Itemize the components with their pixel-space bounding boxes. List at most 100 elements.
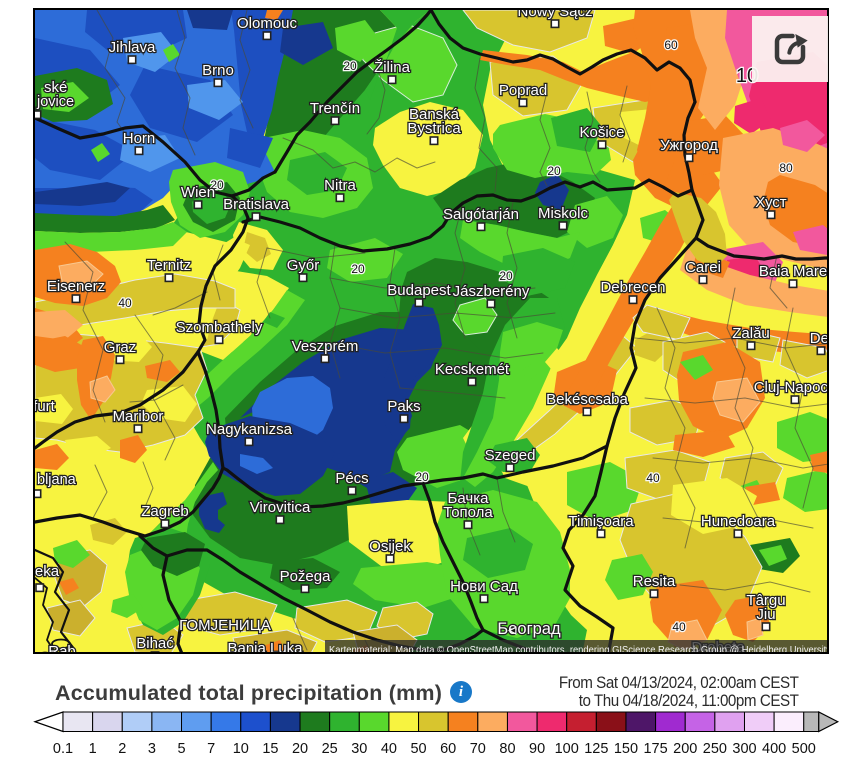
svg-text:Požega: Požega [280,568,332,585]
svg-text:Zalău: Zalău [732,325,770,342]
svg-text:5: 5 [177,741,185,757]
svg-text:Топола: Топола [443,504,493,521]
svg-text:Žilina: Žilina [374,59,411,76]
svg-text:Bratislava: Bratislava [223,196,290,213]
svg-text:Târgu: Târgu [746,592,785,609]
svg-text:7: 7 [207,741,215,757]
svg-text:Virovitica: Virovitica [250,499,311,516]
svg-text:2: 2 [118,741,126,757]
svg-text:Baia Mare: Baia Mare [759,263,827,280]
svg-text:Graz: Graz [104,339,137,356]
svg-text:ГОМЈЕНИЦА: ГОМЈЕНИЦА [179,617,271,634]
svg-text:Szeged: Szeged [485,447,536,464]
svg-text:Banja Luka: Banja Luka [227,640,303,654]
svg-text:jovice: jovice [36,94,74,110]
svg-text:1: 1 [89,741,97,757]
svg-text:Brno: Brno [202,62,234,79]
svg-text:Хуст: Хуст [755,194,787,211]
svg-text:250: 250 [703,741,727,757]
svg-text:125: 125 [584,741,608,757]
svg-text:Banská: Banská [409,106,460,123]
svg-text:20: 20 [415,470,429,484]
svg-text:40: 40 [646,471,660,485]
svg-text:Pécs: Pécs [335,470,368,487]
svg-text:Бачка: Бачка [448,490,490,507]
svg-text:Bystrica: Bystrica [407,120,461,137]
svg-text:500: 500 [792,741,816,757]
svg-text:40: 40 [381,741,397,757]
svg-text:150: 150 [614,741,638,757]
svg-text:0.1: 0.1 [53,741,73,757]
svg-text:90: 90 [529,741,545,757]
svg-text:20: 20 [351,262,365,276]
svg-text:furt: furt [35,398,56,415]
svg-text:Trenčín: Trenčín [310,100,360,117]
svg-text:Budapest: Budapest [387,282,451,299]
svg-text:Jihlava: Jihlava [109,39,156,56]
svg-text:20: 20 [292,741,308,757]
svg-text:25: 25 [322,741,338,757]
svg-text:20: 20 [210,178,224,192]
svg-text:175: 175 [643,741,667,757]
svg-text:60: 60 [440,741,456,757]
svg-text:10: 10 [233,741,249,757]
svg-text:Timişoara: Timişoara [568,513,634,530]
svg-text:Cluj-Napoca: Cluj-Napoca [754,379,829,396]
svg-text:80: 80 [779,161,793,175]
svg-text:Osijek: Osijek [369,538,411,555]
svg-text:Bekéscsaba: Bekéscsaba [546,391,628,408]
svg-text:Salgótarján: Salgótarján [443,206,519,223]
svg-text:Resita: Resita [633,573,676,590]
svg-text:200: 200 [673,741,697,757]
svg-text:Ternitz: Ternitz [147,257,191,274]
svg-text:Olomouc: Olomouc [237,15,298,32]
svg-text:80: 80 [499,741,515,757]
svg-text:Kecskemét: Kecskemét [435,361,510,378]
svg-text:30: 30 [351,741,367,757]
svg-text:300: 300 [732,741,756,757]
svg-text:Debrecen: Debrecen [600,279,665,296]
svg-text:Győr: Győr [287,257,320,274]
svg-text:40: 40 [118,296,132,310]
svg-text:Paks: Paks [387,398,420,415]
svg-text:Eisenerz: Eisenerz [47,278,105,295]
svg-text:100: 100 [555,741,579,757]
svg-text:Нови Сад: Нови Сад [450,578,518,595]
svg-text:Zagreb: Zagreb [141,503,189,520]
svg-text:Nitra: Nitra [324,177,356,194]
svg-text:70: 70 [470,741,486,757]
svg-text:Dej: Dej [810,330,829,347]
svg-text:Nagykanizsa: Nagykanizsa [206,421,293,438]
svg-text:Kartenmaterial: Map data © Ope: Kartenmaterial: Map data © OpenStreetMap… [329,644,829,654]
svg-text:Rab: Rab [48,643,76,654]
svg-text:20: 20 [547,164,561,178]
svg-text:Szombathely: Szombathely [176,319,263,336]
svg-text:Wien: Wien [181,184,215,201]
svg-text:Jiu: Jiu [756,606,775,623]
svg-text:50: 50 [410,741,426,757]
svg-text:Veszprém: Veszprém [292,338,359,355]
svg-text:Београд: Београд [497,620,561,638]
svg-text:Jászberény: Jászberény [453,283,530,300]
svg-text:Poprad: Poprad [499,82,547,99]
svg-text:20: 20 [499,269,513,283]
svg-text:400: 400 [762,741,786,757]
svg-text:◂: ◂ [511,625,516,635]
svg-text:60: 60 [664,38,678,52]
svg-text:eka: eka [35,563,60,580]
svg-text:Hunedoara: Hunedoara [701,513,776,530]
svg-text:Nowy Sącz: Nowy Sącz [517,10,592,20]
svg-text:Ужгород: Ужгород [660,137,718,154]
svg-text:Košice: Košice [579,124,624,141]
svg-text:3: 3 [148,741,156,757]
svg-text:Horn: Horn [123,130,156,147]
svg-text:ské: ské [44,79,67,96]
svg-text:40: 40 [672,620,686,634]
svg-text:bljana: bljana [37,472,77,488]
svg-text:Miskolc: Miskolc [538,205,589,222]
svg-text:Carei: Carei [685,259,721,276]
svg-text:Bihać: Bihać [136,635,174,652]
svg-text:15: 15 [262,741,278,757]
svg-text:20: 20 [343,59,357,73]
svg-text:Maribor: Maribor [113,408,164,425]
